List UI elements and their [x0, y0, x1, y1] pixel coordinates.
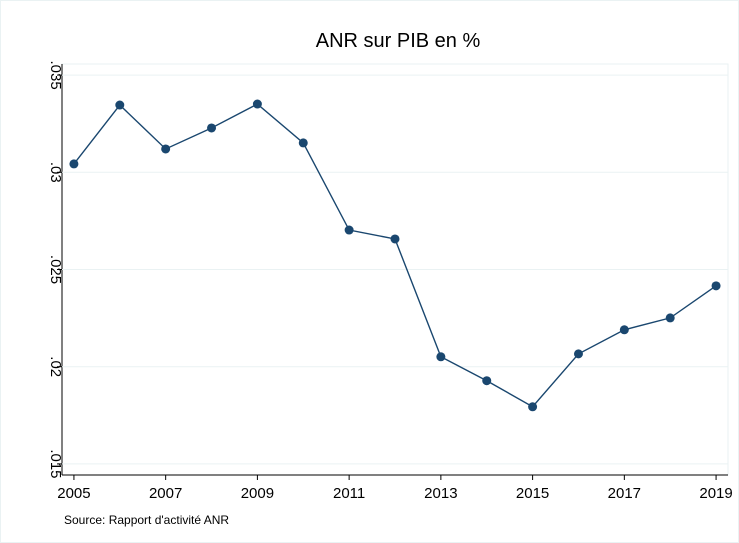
y-tick-label: .035	[47, 60, 64, 89]
marker	[436, 352, 446, 362]
marker	[252, 99, 262, 109]
marker	[665, 313, 675, 323]
marker	[619, 325, 629, 335]
x-tick-label: 2007	[149, 485, 182, 502]
x-tick-label: 2019	[699, 485, 732, 502]
marker	[298, 138, 308, 148]
marker	[161, 144, 171, 154]
marker	[207, 123, 217, 133]
x-tick-label: 2015	[516, 485, 549, 502]
marker	[573, 349, 583, 359]
x-tick-label: 2005	[57, 485, 90, 502]
x-tick-label: 2013	[424, 485, 457, 502]
marker	[115, 100, 125, 110]
marker	[344, 225, 354, 235]
y-tick-label: .015	[47, 449, 64, 478]
marker	[69, 159, 79, 169]
chart-title: ANR sur PIB en %	[316, 30, 481, 52]
x-tick-label: 2011	[333, 485, 365, 502]
source-note: Source: Rapport d'activité ANR	[64, 513, 229, 527]
x-tick-label: 2009	[241, 485, 274, 502]
marker	[482, 376, 492, 386]
marker	[711, 281, 721, 291]
marker	[390, 234, 400, 244]
y-tick-label: .03	[47, 162, 64, 183]
y-tick-label: .02	[47, 356, 64, 377]
marker	[528, 402, 538, 412]
y-tick-label: .025	[47, 255, 64, 284]
x-tick-label: 2017	[608, 485, 641, 502]
